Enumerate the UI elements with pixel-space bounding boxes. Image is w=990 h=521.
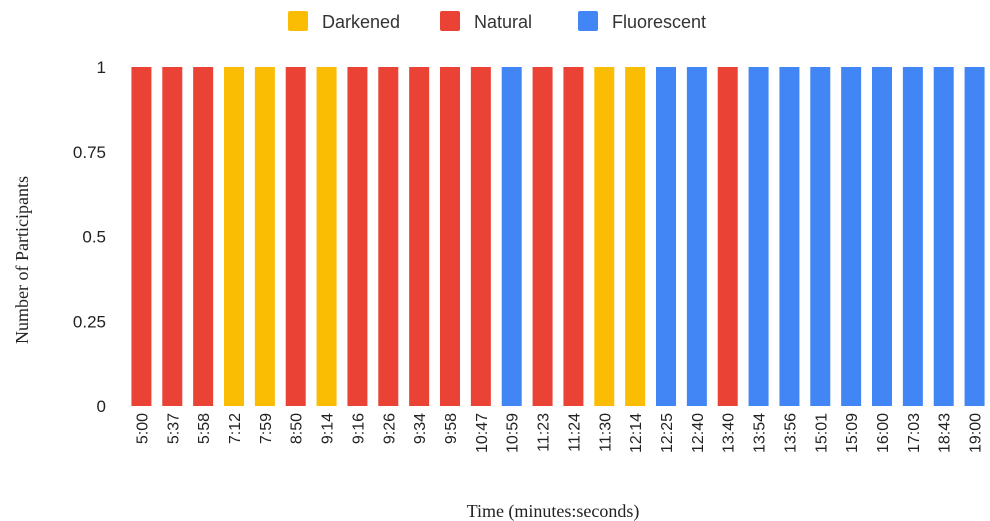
bar-13-56: [779, 67, 800, 406]
bar-19-00: [964, 67, 985, 406]
y-tick-label: 0.75: [73, 143, 106, 162]
bar-11-30: [594, 67, 615, 406]
bars: [131, 67, 985, 406]
bar-10-47: [470, 67, 491, 406]
bar-15-01: [810, 67, 831, 406]
bar-10-59: [501, 67, 522, 406]
bar-8-50: [285, 67, 306, 406]
x-tick-label: 9:14: [320, 413, 337, 444]
y-tick-label: 0.5: [82, 228, 106, 247]
legend-label-darkened: Darkened: [322, 12, 400, 32]
x-tick-label: 5:37: [165, 413, 182, 444]
bar-11-24: [563, 67, 584, 406]
y-tick-label: 0: [97, 397, 106, 416]
x-tick-label: 11:23: [536, 413, 553, 452]
x-tick-label: 13:40: [721, 413, 738, 453]
x-tick-label: 12:25: [659, 413, 676, 453]
bar-16-00: [872, 67, 892, 406]
x-tick-label: 10:59: [505, 413, 522, 453]
x-tick-label: 15:01: [813, 413, 830, 453]
x-tick-label: 17:03: [906, 413, 923, 453]
legend-swatch-natural: [440, 11, 460, 31]
x-tick-label: 11:30: [597, 413, 614, 452]
x-tick-label: 15:09: [844, 413, 861, 453]
x-tick-label: 16:00: [875, 413, 892, 453]
legend-label-fluorescent: Fluorescent: [612, 12, 706, 32]
bar-9-34: [409, 67, 430, 406]
y-axis-title: Number of Participants: [12, 176, 32, 344]
x-axis-title: Time (minutes:seconds): [467, 501, 640, 521]
x-tick-label: 18:43: [937, 413, 954, 453]
bar-5-58: [193, 67, 214, 406]
x-tick-label: 7:59: [258, 413, 275, 444]
x-tick-label: 9:16: [350, 413, 367, 444]
x-tick-label: 19:00: [968, 413, 985, 453]
x-tick-label: 10:47: [474, 413, 491, 453]
bar-12-40: [686, 67, 707, 406]
y-axis-ticks: 0 0.25 0.5 0.75 1: [73, 58, 106, 416]
bar-12-25: [656, 67, 676, 406]
x-tick-label: 11:24: [566, 413, 583, 452]
bar-9-16: [347, 67, 368, 406]
bar-17-03: [902, 67, 923, 406]
legend-swatch-darkened: [288, 11, 308, 31]
bar-9-58: [440, 67, 460, 406]
x-tick-label: 9:58: [443, 413, 460, 444]
x-tick-label: 5:00: [134, 413, 151, 444]
legend: Darkened Natural Fluorescent: [288, 11, 706, 32]
bar-5-37: [162, 67, 183, 406]
bar-13-40: [717, 67, 738, 406]
x-tick-label: 13:54: [752, 413, 769, 453]
x-tick-label: 9:26: [381, 413, 398, 444]
bar-7-12: [224, 67, 244, 406]
bar-7-59: [254, 67, 275, 406]
x-tick-label: 5:58: [196, 413, 213, 444]
x-tick-label: 7:12: [227, 413, 244, 444]
x-tick-label: 8:50: [289, 413, 306, 444]
bar-12-14: [625, 67, 646, 406]
bar-9-26: [378, 67, 399, 406]
y-tick-label: 0.25: [73, 312, 106, 331]
legend-swatch-fluorescent: [578, 11, 598, 31]
legend-label-natural: Natural: [474, 12, 532, 32]
bar-15-09: [841, 67, 862, 406]
x-tick-label: 13:56: [782, 413, 799, 453]
bar-18-43: [933, 67, 954, 406]
x-tick-label: 9:34: [412, 413, 429, 444]
x-tick-label: 12:14: [628, 413, 645, 453]
y-tick-label: 1: [97, 58, 106, 77]
bar-11-23: [532, 67, 553, 406]
x-axis-ticks: 5:00 5:37 5:58 7:12 7:59 8:50 9:14 9:16 9:26 9:34…: [134, 413, 984, 453]
bar-13-54: [748, 67, 769, 406]
bar-5-00: [131, 67, 152, 406]
x-tick-label: 12:40: [690, 413, 707, 453]
bar-9-14: [316, 67, 337, 406]
